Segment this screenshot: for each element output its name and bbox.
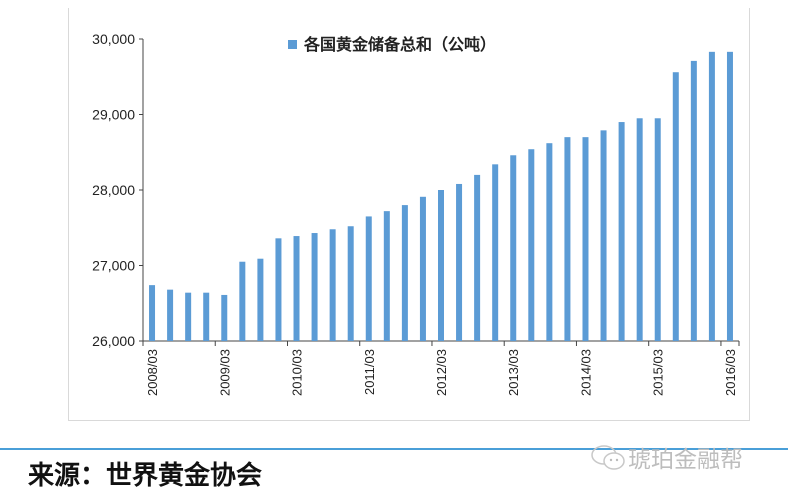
bar-2014/09 (618, 122, 625, 341)
watermark-text: 琥珀金融帮 (628, 447, 743, 473)
bar-2008/12 (203, 292, 210, 341)
x-tick-label: 2010/03 (290, 349, 305, 396)
bar-2010/12 (347, 226, 354, 341)
legend-swatch (288, 40, 297, 49)
chart-frame (68, 8, 750, 421)
watermark: 琥珀金融帮 (588, 440, 743, 474)
bar-2011/06 (383, 211, 390, 341)
bar-2015/12 (708, 51, 715, 342)
y-tick-label: 30,000 (92, 31, 135, 47)
y-tick-label: 28,000 (92, 182, 135, 198)
bar-2014/12 (636, 118, 643, 342)
x-tick-label: 2009/03 (217, 349, 232, 396)
x-tick-label: 2016/03 (723, 349, 738, 396)
y-tick-label: 26,000 (92, 333, 135, 349)
bar-2010/03 (293, 236, 300, 341)
x-tick-label: 2013/03 (506, 349, 521, 396)
bar-2011/09 (401, 205, 408, 341)
source-caption: 来源：世界黄金协会 (28, 461, 263, 491)
bar-2008/09 (185, 292, 192, 341)
bar-2012/09 (474, 174, 481, 341)
wechat-icon (591, 445, 625, 470)
x-tick-label: 2015/03 (651, 349, 666, 396)
x-tick-label: 2011/03 (362, 349, 377, 395)
bar-2015/03 (654, 118, 661, 342)
bar-2015/09 (690, 60, 697, 342)
x-tick-label: 2008/03 (145, 349, 160, 396)
bar-2010/06 (311, 233, 318, 341)
bar-chart: 26,000 27,000 28,000 29,000 30,000 2008/03 200… (92, 31, 740, 396)
x-tick-label: 2014/03 (578, 349, 593, 396)
bar-2016/03 (726, 51, 733, 342)
y-tick-label: 27,000 (92, 258, 135, 274)
bar-2009/06 (239, 261, 246, 341)
bar-2011/12 (419, 196, 426, 341)
x-tick-label: 2012/03 (434, 349, 449, 396)
bar-2009/12 (275, 238, 282, 341)
bar-2014/06 (600, 130, 607, 341)
bar-2013/03 (510, 155, 517, 341)
bar-2008/06 (167, 289, 174, 341)
bar-2010/09 (329, 229, 336, 341)
bar-2015/06 (672, 72, 679, 341)
bar-2014/03 (582, 137, 589, 341)
bar-2012/06 (456, 183, 463, 341)
bar-2012/03 (438, 190, 444, 341)
bar-2013/09 (546, 143, 553, 341)
divider-line (0, 448, 788, 450)
bar-2012/12 (492, 164, 499, 341)
bar-2008/03 (149, 285, 156, 341)
y-tick-label: 29,000 (92, 107, 135, 123)
legend-label: 各国黄金储备总和（公吨） (303, 35, 496, 54)
bar-2013/12 (564, 137, 571, 341)
bar-2009/09 (257, 258, 264, 341)
bar-2009/03 (221, 294, 228, 341)
bar-2013/06 (528, 149, 535, 341)
bar-2011/03 (365, 216, 372, 341)
